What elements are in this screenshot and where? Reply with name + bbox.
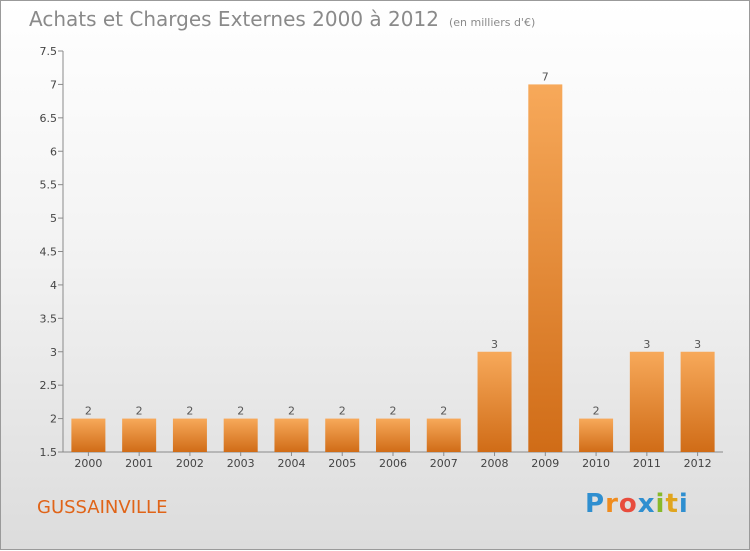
x-tick-label: 2003 xyxy=(227,457,255,470)
bar xyxy=(629,351,664,452)
bar xyxy=(223,418,258,452)
y-tick-label: 6.5 xyxy=(40,112,58,125)
x-tick-label: 2000 xyxy=(74,457,102,470)
data-label: 7 xyxy=(542,70,549,83)
bar xyxy=(426,418,461,452)
data-label: 2 xyxy=(136,405,143,418)
x-tick-label: 2001 xyxy=(125,457,153,470)
chart-title-main: Achats et Charges Externes 2000 à 2012 xyxy=(29,7,439,31)
x-tick-label: 2005 xyxy=(328,457,356,470)
logo-letter: i xyxy=(655,489,666,519)
bar xyxy=(528,84,563,453)
logo-letter: x xyxy=(637,489,656,519)
bar xyxy=(122,418,157,452)
x-tick-label: 2004 xyxy=(277,457,305,470)
bar xyxy=(325,418,360,452)
logo-letter: P xyxy=(585,489,606,519)
y-tick-label: 5 xyxy=(50,212,57,225)
x-tick-label: 2007 xyxy=(430,457,458,470)
y-tick-label: 1.5 xyxy=(40,446,58,459)
proxiti-logo: Proxiti xyxy=(585,489,695,525)
bar xyxy=(477,351,512,452)
place-name: GUSSAINVILLE xyxy=(37,497,168,518)
axes: 1.5 2 2.5 3 3.5 4 4.5 5 5.5 6 6.5 7 7.5 2000 2001 2002 2… xyxy=(40,45,723,470)
data-label: 2 xyxy=(390,405,397,418)
bar xyxy=(376,418,410,452)
x-tick-label: 2008 xyxy=(481,457,509,470)
y-tick-label: 7 xyxy=(50,78,57,91)
data-label: 3 xyxy=(694,338,701,351)
data-label: 2 xyxy=(593,405,600,418)
x-tick-label: 2012 xyxy=(684,457,712,470)
bar xyxy=(680,351,715,452)
bar xyxy=(579,418,614,452)
chart-title: Achats et Charges Externes 2000 à 2012 (e… xyxy=(29,7,535,35)
logo-letter: r xyxy=(605,489,619,519)
y-tick-label: 2.5 xyxy=(40,379,58,392)
bar xyxy=(71,418,106,452)
x-tick-label: 2011 xyxy=(633,457,661,470)
data-label: 2 xyxy=(288,405,295,418)
y-tick-label: 5.5 xyxy=(40,179,58,192)
y-tick-label: 3 xyxy=(50,346,57,359)
data-label: 2 xyxy=(339,405,346,418)
y-tick-label: 4.5 xyxy=(40,246,58,259)
y-tick-label: 4 xyxy=(50,279,57,292)
bar xyxy=(172,418,207,452)
data-label: 2 xyxy=(85,405,92,418)
y-tick-label: 3.5 xyxy=(40,312,58,325)
x-tick-label: 2002 xyxy=(176,457,204,470)
x-tick-label: 2010 xyxy=(582,457,610,470)
logo-letter: t xyxy=(665,489,679,519)
data-label: 3 xyxy=(643,338,650,351)
data-label: 2 xyxy=(237,405,244,418)
data-label: 2 xyxy=(440,405,447,418)
data-label: 2 xyxy=(186,405,193,418)
x-tick-label: 2009 xyxy=(531,457,559,470)
y-tick-label: 7.5 xyxy=(40,45,58,58)
logo-letter: o xyxy=(618,489,638,519)
bars: 2 2 2 2 2 2 2 2 3 7 2 3 3 xyxy=(71,70,715,453)
bar xyxy=(274,418,309,452)
y-tick-label: 6 xyxy=(50,145,57,158)
data-label: 3 xyxy=(491,338,498,351)
x-tick-label: 2006 xyxy=(379,457,407,470)
y-tick-label: 2 xyxy=(50,413,57,426)
chart-title-unit: (en milliers d'€) xyxy=(448,16,536,29)
logo-letter: i xyxy=(678,489,689,519)
